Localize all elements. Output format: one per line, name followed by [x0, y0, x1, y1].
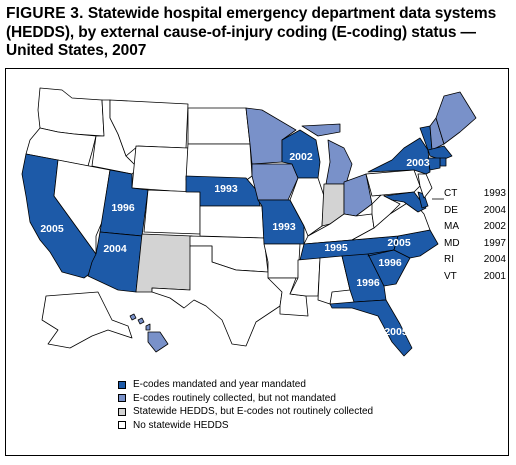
state-CO [143, 189, 201, 235]
map-label-MO: 1993 [272, 221, 296, 233]
legend-swatch [118, 421, 126, 430]
northeast-state-list: CT 1993 DE 2004 MA 2002 MD 1997 RI 2004 VT 200… [444, 186, 506, 285]
ne-row: MA 2002 [444, 219, 506, 236]
state-CT [427, 157, 441, 171]
state-IL [289, 177, 325, 237]
figure-title-text: Statewide hospital emergency department … [6, 5, 497, 59]
legend-item-none: No statewide HEDDS [118, 419, 373, 433]
state-ND [187, 107, 251, 145]
state-DE [417, 191, 429, 209]
figure-label: FIGURE 3. [6, 5, 84, 22]
ne-state: CT [444, 188, 458, 199]
map-frame [5, 68, 509, 456]
map-label-TN: 1995 [324, 242, 348, 254]
legend-label: E-codes routinely collected, but not man… [133, 392, 336, 404]
state-MD [383, 191, 427, 213]
map-label-NY: 2003 [406, 157, 430, 169]
ne-year: 2004 [483, 254, 506, 265]
legend-label: E-codes mandated and year mandated [133, 379, 306, 390]
ne-state: MA [444, 221, 459, 232]
state-AK [41, 291, 133, 349]
ne-year: 2004 [483, 204, 506, 216]
legend-swatch [118, 394, 126, 403]
map-label-CA: 2005 [40, 223, 64, 235]
ne-state: VT [444, 270, 457, 282]
ne-row: CT 1993 [444, 186, 506, 203]
map-label-SC: 1996 [378, 257, 402, 269]
state-WA [37, 87, 105, 137]
state-OH [343, 173, 373, 217]
state-AR [263, 243, 301, 279]
ne-year: 2001 [483, 270, 506, 282]
ne-year: 1997 [483, 237, 506, 249]
legend-swatch [118, 380, 126, 389]
ne-row: DE 2004 [444, 203, 506, 220]
map-label-WI: 2002 [289, 151, 313, 163]
legend-label: Statewide HEDDS, but E-codes not routine… [133, 406, 374, 417]
legend-item-no-ecodes: Statewide HEDDS, but E-codes not routine… [118, 405, 373, 419]
map-label-FL: 2005 [384, 326, 408, 338]
map-label-NC: 2005 [387, 237, 411, 249]
ne-state: DE [444, 204, 458, 216]
ne-row: RI 2004 [444, 252, 506, 269]
ne-row: MD 1997 [444, 236, 506, 253]
state-NC [367, 229, 439, 259]
state-LA [267, 277, 309, 317]
state-NJ [417, 173, 433, 199]
state-IA [251, 163, 299, 201]
state-WY [131, 145, 189, 193]
state-KS [199, 205, 265, 239]
ne-state: RI [444, 254, 454, 265]
state-RI [439, 157, 447, 167]
ne-state: MD [444, 237, 460, 249]
legend-item-routine: E-codes routinely collected, but not man… [118, 392, 373, 406]
map-label-NE: 1993 [214, 183, 238, 195]
legend-label: No statewide HEDDS [133, 419, 229, 431]
map-label-GA: 1996 [356, 277, 380, 289]
ne-year: 1993 [483, 188, 506, 199]
legend-item-mandated: E-codes mandated and year mandated [118, 378, 373, 392]
ne-row: VT 2001 [444, 269, 506, 286]
ne-year: 2002 [483, 221, 506, 232]
state-OR [25, 127, 97, 167]
state-MA [427, 145, 453, 161]
state-FL [329, 299, 413, 357]
state-TX [151, 245, 283, 347]
map-label-UT: 1996 [111, 202, 135, 214]
map-legend: E-codes mandated and year mandated E-cod… [118, 378, 373, 432]
figure-title: FIGURE 3. Statewide hospital emergency d… [6, 5, 511, 61]
state-NM [135, 233, 193, 293]
map-label-AZ: 2004 [103, 243, 127, 255]
legend-swatch [118, 407, 126, 416]
state-ME [435, 91, 477, 145]
state-VA [351, 199, 431, 241]
state-SD [185, 143, 253, 183]
state-HI [129, 313, 169, 353]
